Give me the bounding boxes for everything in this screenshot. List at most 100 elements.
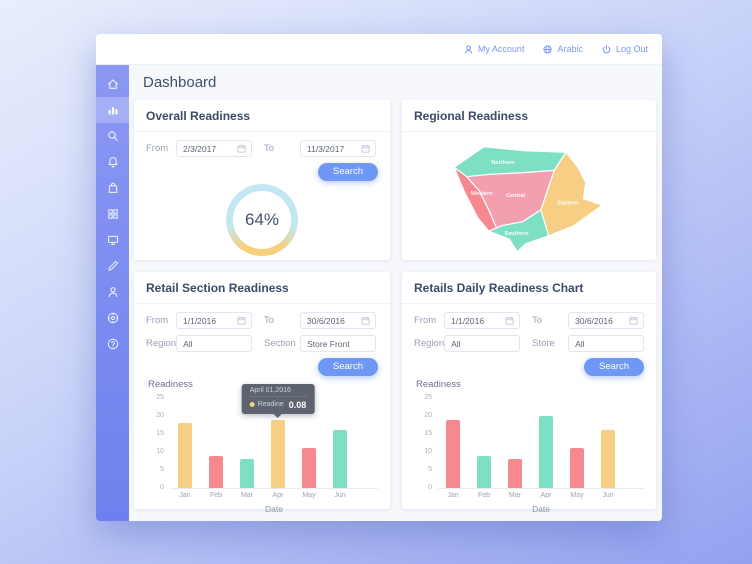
to-date-input[interactable]: 30/6/2016 [568, 312, 644, 329]
sidebar-item-home[interactable] [96, 71, 129, 97]
calendar-icon [629, 316, 638, 325]
calendar-icon [237, 316, 246, 325]
region-value: All [183, 338, 193, 349]
bar-jan[interactable] [178, 423, 192, 488]
sidebar-item-help[interactable] [96, 331, 129, 357]
bar-group: Jan [178, 423, 192, 499]
x-axis-label: May [570, 492, 584, 499]
bar-group: Jun [333, 430, 347, 499]
to-date-value: 11/3/2017 [307, 143, 345, 154]
section-label: Section [264, 338, 296, 349]
x-axis-label: Jan [179, 492, 191, 499]
sidebar-item-settings[interactable] [96, 305, 129, 331]
sidebar-item-notifications[interactable] [96, 149, 129, 175]
search-button[interactable]: Search [584, 358, 645, 376]
search-button[interactable]: Search [317, 163, 378, 181]
bar-mar[interactable] [240, 459, 254, 488]
bar-jan[interactable] [446, 419, 460, 488]
search-icon [107, 131, 118, 141]
page-title: Dashboard [143, 74, 217, 91]
language-link[interactable]: Arabic [542, 44, 583, 55]
bar-feb[interactable] [209, 455, 223, 488]
store-select[interactable]: All [568, 335, 645, 352]
bar-may[interactable] [570, 448, 584, 488]
to-label: To [264, 143, 275, 154]
bar-group: Jan [446, 419, 460, 499]
to-label: To [264, 315, 275, 326]
logout-link[interactable]: Log Out [601, 44, 648, 55]
y-axis-tick: 15 [156, 430, 164, 437]
y-axis-tick: 25 [424, 394, 432, 401]
calendar-icon [361, 316, 370, 325]
sidebar [96, 65, 129, 521]
to-date-input[interactable]: 11/3/2017 [300, 140, 376, 157]
x-axis-label: Jun [602, 492, 614, 499]
panel-retail-section-readiness: Retail Section Readiness From 1/1/2016 T… [134, 272, 390, 514]
x-axis-label: Mar [508, 492, 522, 499]
y-axis-tick: 15 [424, 430, 432, 437]
grid-icon [107, 209, 118, 219]
from-date-input[interactable]: 1/1/2016 [444, 312, 520, 329]
home-icon [107, 79, 118, 89]
panel-title: Regional Readiness [402, 100, 657, 132]
bar-apr[interactable] [271, 419, 285, 488]
bell-icon [108, 157, 117, 168]
to-label: To [532, 315, 543, 326]
chart-y-title: Readiness [148, 379, 193, 390]
x-axis-label: Mar [240, 492, 254, 499]
bar-group: May [302, 448, 316, 499]
region-select[interactable]: All [176, 335, 253, 352]
monitor-icon [107, 235, 118, 245]
region-value: All [451, 338, 461, 349]
bar-group: Apr April 01,2016 Readine 0.08 [241, 383, 315, 499]
sidebar-item-users[interactable] [96, 279, 129, 305]
sidebar-item-apps[interactable] [96, 201, 129, 227]
topbar: My Account Arabic Log Out [96, 34, 662, 65]
sidebar-item-edit[interactable] [96, 253, 129, 279]
chart-y-title: Readiness [416, 379, 461, 390]
sidebar-item-dashboard[interactable] [96, 97, 129, 123]
panel-retails-daily-readiness: Retails Daily Readiness Chart From 1/1/2… [402, 272, 657, 514]
region-label: Region [414, 338, 445, 349]
tooltip-series-dot [249, 402, 255, 408]
panel-title: Retail Section Readiness [134, 272, 390, 304]
y-axis-tick: 20 [156, 412, 164, 419]
calendar-icon [505, 316, 514, 325]
y-axis-tick: 10 [424, 448, 432, 455]
bar-jun[interactable] [601, 430, 615, 488]
x-axis-label: May [302, 492, 316, 499]
panel-title: Overall Readiness [134, 100, 390, 132]
to-date-input[interactable]: 30/6/2016 [300, 312, 376, 329]
from-date-input[interactable]: 2/3/2017 [176, 140, 252, 157]
bar-may[interactable] [302, 448, 316, 488]
sidebar-item-store[interactable] [96, 175, 129, 201]
my-account-link[interactable]: My Account [463, 44, 524, 55]
bar-jun[interactable] [333, 430, 347, 488]
search-button[interactable]: Search [317, 358, 378, 376]
from-date-value: 2/3/2017 [183, 143, 217, 154]
y-axis-tick: 5 [160, 466, 164, 473]
map-region-southern[interactable] [488, 209, 550, 253]
region-select[interactable]: All [444, 335, 521, 352]
bar-group: May [570, 448, 584, 499]
help-icon [107, 338, 118, 350]
panel-regional-readiness: Regional Readiness Northern Western [402, 100, 657, 260]
sidebar-item-devices[interactable] [96, 227, 129, 253]
sidebar-item-search[interactable] [96, 123, 129, 149]
y-axis-tick: 10 [156, 448, 164, 455]
section-select[interactable]: Store Front [300, 335, 377, 352]
x-axis-label: Jun [334, 492, 346, 499]
main-content: Dashboard Overall Readiness From 2/3/201… [129, 65, 662, 521]
readiness-gauge: 64% [226, 183, 298, 256]
bar-apr[interactable] [539, 416, 553, 488]
from-date-input[interactable]: 1/1/2016 [176, 312, 252, 329]
from-label: From [146, 315, 169, 326]
users-icon [108, 287, 117, 297]
gauge-value: 64% [233, 190, 291, 249]
x-axis-label: Feb [477, 492, 491, 499]
chart-plot: Jan Feb Mar Apr April 01,2016 Readine 0.08 May J… [156, 383, 378, 499]
retail-section-chart: Readiness Jan Feb Mar Apr April 01,2016 Readi… [146, 378, 378, 514]
bar-mar[interactable] [508, 459, 522, 488]
bar-feb[interactable] [477, 455, 491, 488]
shopping-bag-icon [108, 182, 117, 193]
